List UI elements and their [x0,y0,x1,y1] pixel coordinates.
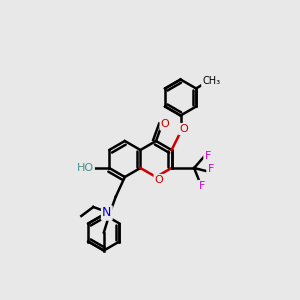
Text: F: F [198,181,205,191]
Text: O: O [179,124,188,134]
Text: F: F [204,151,211,161]
Text: O: O [154,175,164,185]
Text: CH₃: CH₃ [202,76,220,86]
Text: N: N [102,206,112,220]
Text: HO: HO [77,163,94,173]
Text: F: F [207,164,214,175]
Text: O: O [160,119,169,130]
